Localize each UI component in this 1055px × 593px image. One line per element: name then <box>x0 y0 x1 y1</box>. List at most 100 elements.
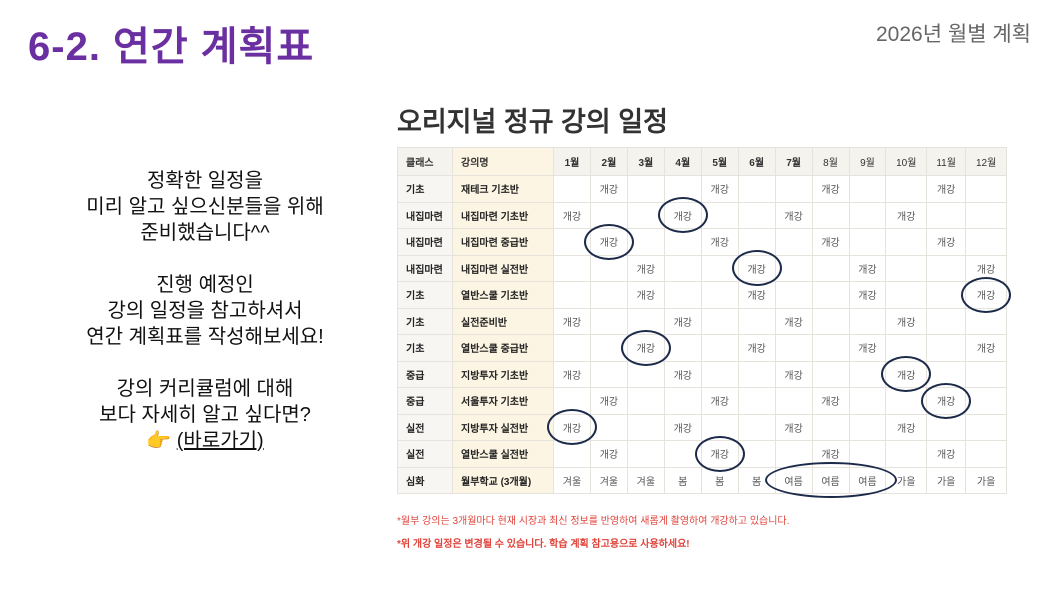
month-cell: 개강 <box>848 281 887 309</box>
page-subtitle: 2026년 월별 계획 <box>876 23 1031 46</box>
month-cell <box>663 334 702 362</box>
course-name-cell: 내집마련 중급반 <box>452 228 554 256</box>
month-cell <box>774 334 813 362</box>
month-cell <box>553 281 591 309</box>
month-cell <box>737 307 776 335</box>
month-cell: 개강 <box>663 201 702 229</box>
month-cell: 개강 <box>811 228 850 256</box>
month-cell <box>774 387 813 415</box>
month-cell <box>589 254 628 282</box>
table-row: 내집마련 내집마련 중급반 개강 개강 개강 개강 <box>397 228 1007 256</box>
class-cell: 실전 <box>397 440 453 468</box>
month-cell <box>926 281 967 309</box>
month-cell <box>774 175 813 203</box>
month-cell <box>774 254 813 282</box>
month-cell <box>811 254 850 282</box>
month-cell: 개강 <box>885 201 928 229</box>
class-cell: 기초 <box>397 175 453 203</box>
intro-paragraph-2: 진행 예정인 강의 일정을 참고하셔서 연간 계획표를 작성해보세요! <box>86 274 324 348</box>
class-cell: 기초 <box>397 281 453 309</box>
month-cell: 개강 <box>663 360 702 388</box>
month-cell: 개강 <box>589 228 628 256</box>
month-cell: 개강 <box>553 360 591 388</box>
month-cell <box>626 440 665 468</box>
month-cell <box>885 254 928 282</box>
month-cell <box>848 201 887 229</box>
month-cell: 개강 <box>848 254 887 282</box>
month-cell <box>848 228 887 256</box>
month-cell <box>589 281 628 309</box>
class-cell: 내집마련 <box>397 201 453 229</box>
table-row: 내집마련 내집마련 실전반 개강 개강 개강 개강 <box>397 254 1007 282</box>
month-cell: 개강 <box>700 175 739 203</box>
month-cell <box>663 254 702 282</box>
month-cell <box>663 281 702 309</box>
month-cell: 개강 <box>926 228 967 256</box>
month-cell <box>885 228 928 256</box>
month-cell: 가을 <box>885 466 928 494</box>
course-name-cell: 내집마련 실전반 <box>452 254 554 282</box>
month-cell <box>926 307 967 335</box>
class-cell: 기초 <box>397 307 453 335</box>
month-cell <box>589 360 628 388</box>
month-cell <box>553 254 591 282</box>
month-cell <box>848 175 887 203</box>
month-cell <box>663 228 702 256</box>
column-header: 4월 <box>663 147 702 176</box>
month-cell <box>848 307 887 335</box>
class-cell: 심화 <box>397 466 453 494</box>
month-cell <box>965 360 1007 388</box>
course-name-cell: 지방투자 실전반 <box>452 413 554 441</box>
month-cell <box>965 440 1007 468</box>
month-cell: 개강 <box>774 413 813 441</box>
class-cell: 실전 <box>397 413 453 441</box>
month-cell: 봄 <box>663 466 702 494</box>
column-header: 3월 <box>626 147 665 176</box>
month-cell <box>589 413 628 441</box>
month-cell <box>848 387 887 415</box>
month-cell <box>965 228 1007 256</box>
month-cell <box>774 281 813 309</box>
month-cell <box>700 360 739 388</box>
month-cell: 개강 <box>885 307 928 335</box>
table-row: 중급 지방투자 기초반 개강 개강 개강 개강 <box>397 360 1007 388</box>
month-cell: 개강 <box>811 175 850 203</box>
month-cell <box>589 307 628 335</box>
class-cell: 중급 <box>397 387 453 415</box>
month-cell <box>926 201 967 229</box>
column-header: 8월 <box>811 147 850 176</box>
month-cell: 개강 <box>700 440 739 468</box>
month-cell <box>848 413 887 441</box>
month-cell: 개강 <box>885 413 928 441</box>
table-header-row: 클래스 강의명 1월 2월 3월 4월 5월 6월 7월 8월 9월 10월 11월 12월 <box>397 147 1007 176</box>
month-cell <box>811 201 850 229</box>
course-name-cell: 열반스쿨 실전반 <box>452 440 554 468</box>
month-cell: 개강 <box>626 281 665 309</box>
column-header: 2월 <box>589 147 628 176</box>
month-cell <box>737 175 776 203</box>
column-header: 11월 <box>926 147 967 176</box>
course-name-cell: 열반스쿨 중급반 <box>452 334 554 362</box>
month-cell <box>553 175 591 203</box>
month-cell <box>737 201 776 229</box>
month-cell: 여름 <box>811 466 850 494</box>
month-cell <box>737 360 776 388</box>
month-cell: 개강 <box>811 387 850 415</box>
column-header: 클래스 <box>397 147 453 176</box>
month-cell <box>626 413 665 441</box>
month-cell <box>626 360 665 388</box>
month-cell <box>626 228 665 256</box>
month-cell <box>811 334 850 362</box>
month-cell <box>965 307 1007 335</box>
month-cell: 개강 <box>737 254 776 282</box>
column-header: 강의명 <box>452 147 554 176</box>
month-cell: 개강 <box>553 201 591 229</box>
month-cell: 개강 <box>926 175 967 203</box>
class-cell: 기초 <box>397 334 453 362</box>
month-cell: 가을 <box>926 466 967 494</box>
course-name-cell: 재테크 기초반 <box>452 175 554 203</box>
month-cell: 겨울 <box>626 466 665 494</box>
course-name-cell: 실전준비반 <box>452 307 554 335</box>
shortcut-link[interactable]: (바로가기) <box>176 430 264 452</box>
column-header: 12월 <box>965 147 1007 176</box>
